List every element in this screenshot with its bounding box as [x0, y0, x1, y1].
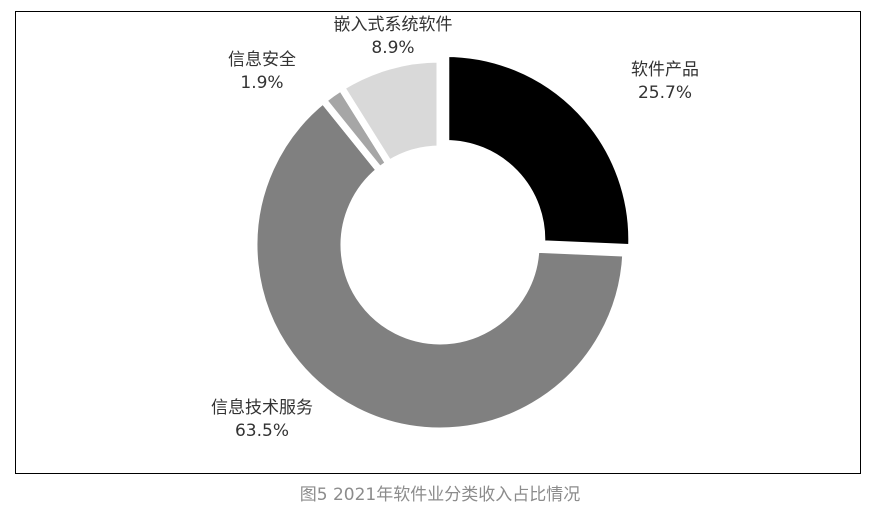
chart-title: 图5 2021年软件业分类收入占比情况: [300, 485, 580, 505]
donut-slice: [442, 49, 636, 252]
slice-label: 信息安全: [228, 50, 296, 70]
chart-frame: [15, 11, 861, 474]
slice-label: 信息技术服务: [211, 398, 313, 418]
slice-label: 软件产品: [631, 60, 699, 80]
donut-slice: [336, 55, 444, 169]
value-label: 1.9%: [240, 73, 283, 93]
slice-label: 嵌入式系统软件: [334, 15, 453, 35]
donut-slice: [250, 95, 630, 435]
value-label: 63.5%: [235, 421, 289, 441]
value-label: 8.9%: [371, 38, 414, 58]
value-label: 25.7%: [638, 83, 692, 103]
